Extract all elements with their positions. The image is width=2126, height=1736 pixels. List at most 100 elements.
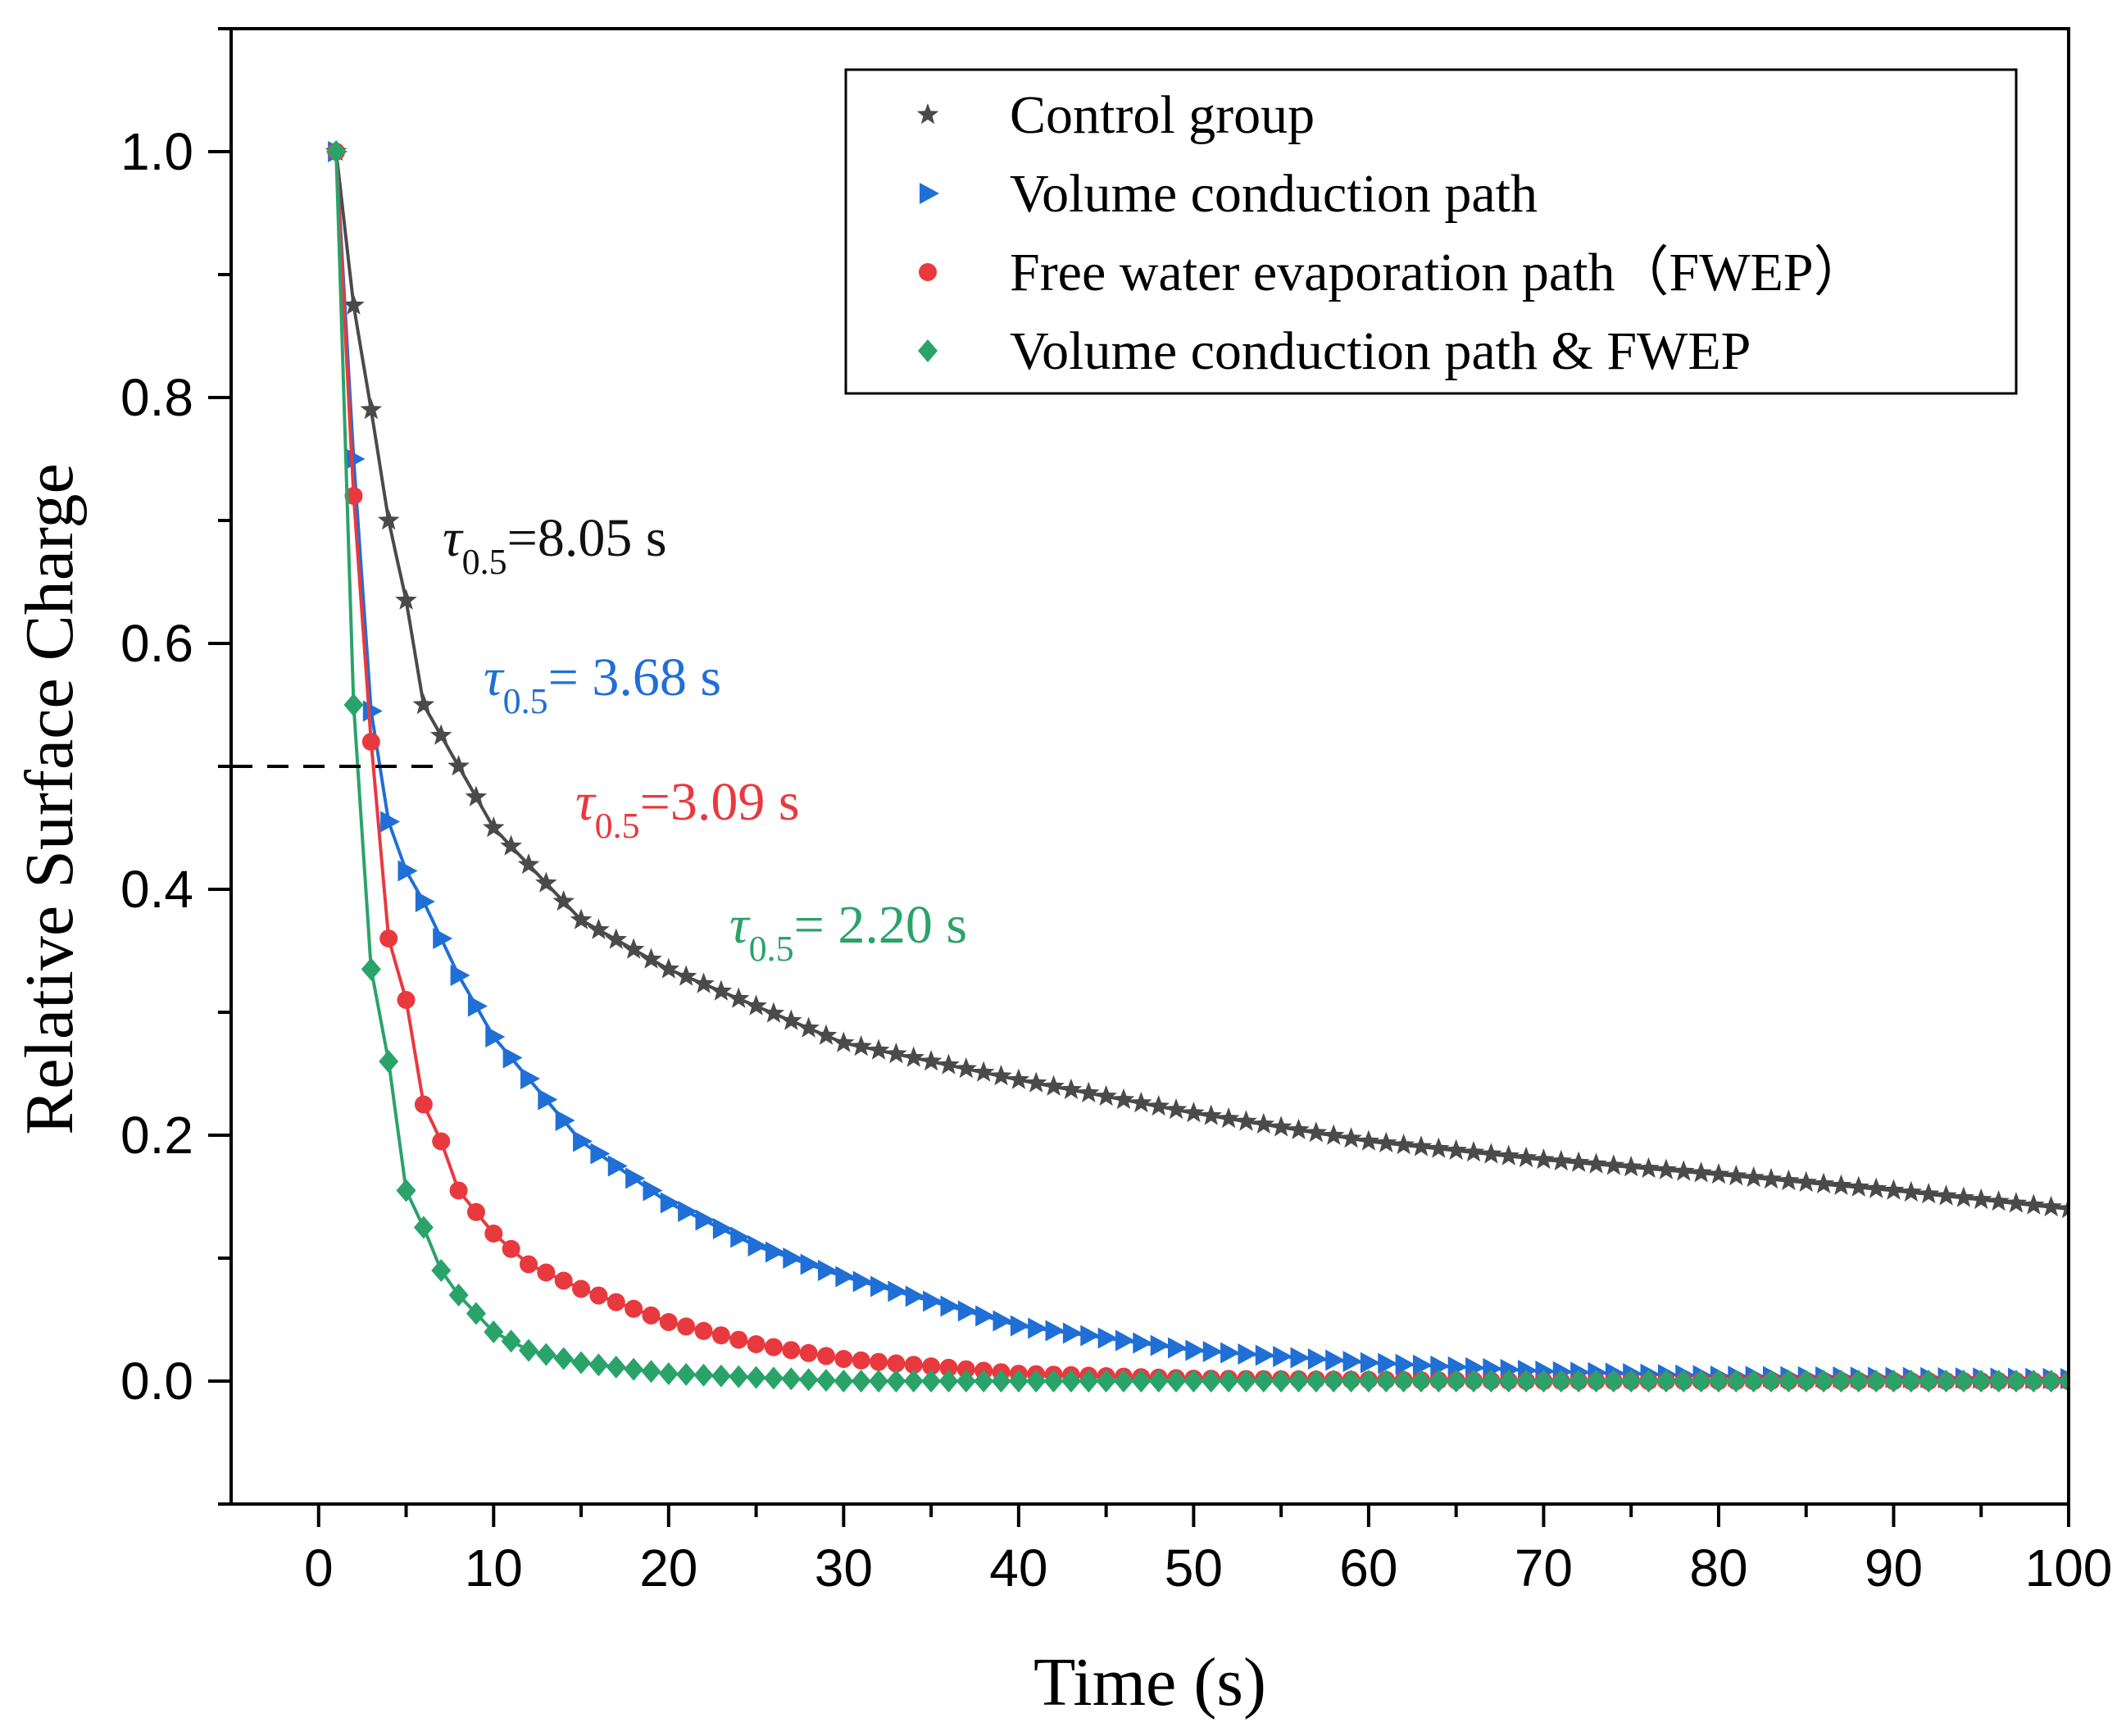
series-3-point [1498, 1370, 1519, 1393]
series-0-point [1778, 1169, 1800, 1191]
series-2-point [956, 1360, 975, 1379]
legend-marker-1 [920, 183, 939, 204]
series-2-point [449, 1181, 468, 1200]
series-3-point [1481, 1370, 1501, 1393]
series-2-point [344, 487, 363, 505]
series-3-point [851, 1370, 871, 1393]
series-0-point [1830, 1174, 1852, 1195]
series-1-point [1010, 1315, 1030, 1337]
series-2-point [502, 1239, 520, 1258]
series-3-point [763, 1366, 784, 1390]
series-3-point [1429, 1370, 1449, 1393]
series-1-point [1307, 1348, 1328, 1370]
series-3-point [693, 1363, 714, 1387]
tau-symbol: τ [575, 772, 597, 832]
axes-layer: 0 10 20 30 40 50 60 70 80 90 100 0.0 0.2 0.4 0.6 0.8 1.0… [11, 27, 2112, 1720]
series-3-point [1288, 1370, 1309, 1393]
x-tick-label: 20 [639, 1538, 697, 1597]
tau-value: =8.05 s [507, 508, 667, 568]
series-3-point [1026, 1370, 1047, 1393]
series-1-point [1097, 1327, 1118, 1349]
series-3-point [1201, 1370, 1221, 1393]
series-0-point [2040, 1195, 2062, 1217]
series-3-point [1814, 1370, 1834, 1393]
series-0-point [1147, 1094, 1170, 1116]
series-3-point [1464, 1370, 1484, 1393]
series-0-point [693, 972, 715, 993]
series-0-point [1270, 1116, 1292, 1137]
series-0-point [1795, 1170, 1817, 1193]
series-0-point [500, 834, 522, 856]
series-3-point [326, 140, 347, 163]
series-0-point [1200, 1104, 1222, 1125]
series-0-point [1969, 1188, 1992, 1210]
series-0-point [797, 1016, 820, 1038]
series-3-point [536, 1343, 556, 1366]
series-0-point [535, 871, 557, 893]
series-0-point [1024, 1071, 1047, 1093]
series-3-point [1096, 1370, 1116, 1393]
series-0-point [990, 1065, 1012, 1086]
legend: Control group Volume conduction path Free … [844, 68, 2018, 395]
x-tick-label: 80 [1689, 1538, 1747, 1597]
series-2-point [782, 1341, 801, 1360]
legend-marker-0 [916, 103, 939, 125]
series-2-point [625, 1299, 643, 1318]
series-2-point [729, 1330, 748, 1349]
series-3-point [1726, 1370, 1747, 1393]
legend-label-2: Free water evaporation path（FWEP） [1010, 243, 1868, 302]
series-0-point [447, 755, 470, 776]
series-3-point [1358, 1370, 1379, 1393]
x-axis-title: Time (s) [1033, 1644, 1266, 1720]
series-2-point [852, 1351, 870, 1370]
y-tick-label: 0.4 [120, 860, 193, 919]
series-1-point [835, 1266, 856, 1288]
series-1-point [1342, 1351, 1363, 1372]
series-2-point [466, 1202, 485, 1221]
series-0-point [1690, 1161, 1712, 1183]
series-3-point [1901, 1370, 1921, 1393]
series-2-point [904, 1356, 923, 1375]
series-0-point [1987, 1190, 2010, 1211]
series-0-point [1672, 1160, 1695, 1181]
series-3-point [641, 1360, 661, 1384]
series-0-point [465, 785, 488, 807]
series-3-point [396, 1179, 416, 1202]
series-2-point [799, 1343, 818, 1362]
series-2-point [432, 1132, 451, 1151]
series-0-point [1707, 1163, 1730, 1184]
series-3-point [1446, 1370, 1466, 1393]
series-1-point [415, 891, 435, 912]
series-1-point [1150, 1334, 1170, 1357]
series-3-point [1586, 1370, 1606, 1393]
series-2-point [834, 1350, 853, 1368]
series-1-point [590, 1143, 611, 1165]
series-2-point [747, 1335, 765, 1353]
y-axis-title: Relative Surface Charge [11, 463, 88, 1134]
series-0-point [1619, 1156, 1642, 1177]
series-3-point [676, 1362, 697, 1386]
series-2-point [379, 929, 398, 948]
series-3-point [624, 1357, 644, 1381]
series-1-point [1185, 1339, 1206, 1361]
series-1-point [940, 1295, 961, 1317]
series-0-point [605, 928, 628, 949]
series-1-point [1255, 1344, 1275, 1366]
series-3-point [1919, 1370, 1939, 1393]
series-3-point [1253, 1370, 1274, 1393]
series-0-point [2005, 1192, 2028, 1213]
legend-label-0: Control group [1010, 85, 1315, 145]
series-3-point [1393, 1370, 1414, 1393]
series-2-point [484, 1225, 503, 1243]
series-3-point [1866, 1370, 1887, 1393]
series-3-point [431, 1259, 452, 1282]
series-3-point [1796, 1370, 1816, 1393]
series-3-point [798, 1368, 819, 1392]
series-1-point [643, 1179, 663, 1202]
series-0-point [622, 938, 645, 959]
legend-marker-3 [918, 339, 938, 362]
series-1-point [555, 1110, 575, 1131]
series-3-point [1183, 1370, 1204, 1393]
series-3-point [956, 1370, 976, 1393]
series-0-point [1165, 1098, 1188, 1120]
